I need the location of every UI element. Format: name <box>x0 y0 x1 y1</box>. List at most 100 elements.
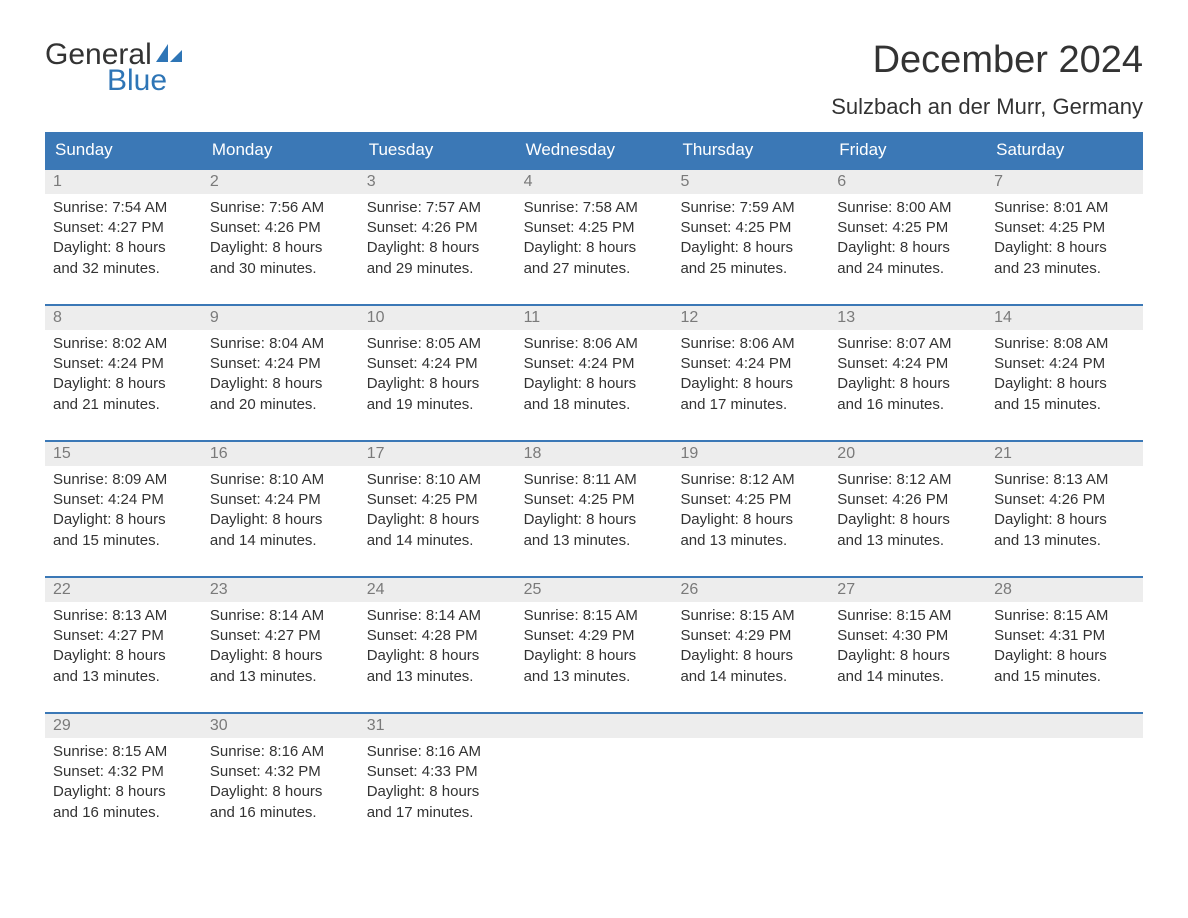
daylight-line-2: and 15 minutes. <box>994 667 1135 687</box>
sunset-line: Sunset: 4:29 PM <box>680 626 821 646</box>
daylight-line-2: and 13 minutes. <box>210 667 351 687</box>
day-number <box>516 714 673 738</box>
day-body: Sunrise: 8:15 AMSunset: 4:30 PMDaylight:… <box>829 602 986 691</box>
daylight-line-1: Daylight: 8 hours <box>680 238 821 258</box>
calendar-day: 1Sunrise: 7:54 AMSunset: 4:27 PMDaylight… <box>45 170 202 286</box>
daylight-line-1: Daylight: 8 hours <box>367 510 508 530</box>
day-number: 21 <box>986 442 1143 466</box>
daylight-line-1: Daylight: 8 hours <box>680 510 821 530</box>
day-label-wed: Wednesday <box>516 132 673 168</box>
sunrise-line: Sunrise: 8:13 AM <box>994 470 1135 490</box>
day-number: 15 <box>45 442 202 466</box>
calendar-day: 25Sunrise: 8:15 AMSunset: 4:29 PMDayligh… <box>516 578 673 694</box>
sunset-line: Sunset: 4:26 PM <box>994 490 1135 510</box>
sunrise-line: Sunrise: 8:05 AM <box>367 334 508 354</box>
day-number <box>986 714 1143 738</box>
day-body: Sunrise: 8:12 AMSunset: 4:25 PMDaylight:… <box>672 466 829 555</box>
daylight-line-1: Daylight: 8 hours <box>994 510 1135 530</box>
calendar-day: 13Sunrise: 8:07 AMSunset: 4:24 PMDayligh… <box>829 306 986 422</box>
day-number: 17 <box>359 442 516 466</box>
sunset-line: Sunset: 4:24 PM <box>210 354 351 374</box>
day-body: Sunrise: 7:57 AMSunset: 4:26 PMDaylight:… <box>359 194 516 283</box>
daylight-line-2: and 13 minutes. <box>53 667 194 687</box>
calendar-day: 17Sunrise: 8:10 AMSunset: 4:25 PMDayligh… <box>359 442 516 558</box>
day-body: Sunrise: 8:08 AMSunset: 4:24 PMDaylight:… <box>986 330 1143 419</box>
day-number: 14 <box>986 306 1143 330</box>
daylight-line-1: Daylight: 8 hours <box>680 646 821 666</box>
day-body: Sunrise: 8:10 AMSunset: 4:25 PMDaylight:… <box>359 466 516 555</box>
day-number: 11 <box>516 306 673 330</box>
sunrise-line: Sunrise: 8:10 AM <box>367 470 508 490</box>
sunrise-line: Sunrise: 7:54 AM <box>53 198 194 218</box>
daylight-line-2: and 21 minutes. <box>53 395 194 415</box>
day-label-tue: Tuesday <box>359 132 516 168</box>
daylight-line-1: Daylight: 8 hours <box>367 238 508 258</box>
calendar-week: 29Sunrise: 8:15 AMSunset: 4:32 PMDayligh… <box>45 712 1143 830</box>
sunset-line: Sunset: 4:27 PM <box>53 218 194 238</box>
day-number: 9 <box>202 306 359 330</box>
sunrise-line: Sunrise: 8:09 AM <box>53 470 194 490</box>
calendar: Sunday Monday Tuesday Wednesday Thursday… <box>45 132 1143 830</box>
daylight-line-1: Daylight: 8 hours <box>994 646 1135 666</box>
sunset-line: Sunset: 4:25 PM <box>680 218 821 238</box>
day-body: Sunrise: 8:16 AMSunset: 4:33 PMDaylight:… <box>359 738 516 827</box>
day-number: 7 <box>986 170 1143 194</box>
daylight-line-1: Daylight: 8 hours <box>210 374 351 394</box>
day-body: Sunrise: 8:13 AMSunset: 4:26 PMDaylight:… <box>986 466 1143 555</box>
calendar-day: 19Sunrise: 8:12 AMSunset: 4:25 PMDayligh… <box>672 442 829 558</box>
day-body: Sunrise: 8:14 AMSunset: 4:28 PMDaylight:… <box>359 602 516 691</box>
sunset-line: Sunset: 4:25 PM <box>367 490 508 510</box>
sunrise-line: Sunrise: 7:57 AM <box>367 198 508 218</box>
calendar-day: 15Sunrise: 8:09 AMSunset: 4:24 PMDayligh… <box>45 442 202 558</box>
location: Sulzbach an der Murr, Germany <box>831 94 1143 120</box>
sunrise-line: Sunrise: 8:14 AM <box>210 606 351 626</box>
calendar-day: 27Sunrise: 8:15 AMSunset: 4:30 PMDayligh… <box>829 578 986 694</box>
sunrise-line: Sunrise: 8:10 AM <box>210 470 351 490</box>
calendar-day: 11Sunrise: 8:06 AMSunset: 4:24 PMDayligh… <box>516 306 673 422</box>
sunset-line: Sunset: 4:26 PM <box>367 218 508 238</box>
calendar-day: 9Sunrise: 8:04 AMSunset: 4:24 PMDaylight… <box>202 306 359 422</box>
day-number: 28 <box>986 578 1143 602</box>
calendar-day: 28Sunrise: 8:15 AMSunset: 4:31 PMDayligh… <box>986 578 1143 694</box>
calendar-header-row: Sunday Monday Tuesday Wednesday Thursday… <box>45 132 1143 168</box>
sunrise-line: Sunrise: 8:01 AM <box>994 198 1135 218</box>
sunset-line: Sunset: 4:24 PM <box>837 354 978 374</box>
sunrise-line: Sunrise: 8:15 AM <box>524 606 665 626</box>
calendar-day: 7Sunrise: 8:01 AMSunset: 4:25 PMDaylight… <box>986 170 1143 286</box>
day-number: 24 <box>359 578 516 602</box>
calendar-week: 8Sunrise: 8:02 AMSunset: 4:24 PMDaylight… <box>45 304 1143 422</box>
sunset-line: Sunset: 4:24 PM <box>210 490 351 510</box>
sunrise-line: Sunrise: 8:15 AM <box>680 606 821 626</box>
daylight-line-1: Daylight: 8 hours <box>367 374 508 394</box>
day-number: 16 <box>202 442 359 466</box>
sunset-line: Sunset: 4:32 PM <box>53 762 194 782</box>
daylight-line-2: and 29 minutes. <box>367 259 508 279</box>
sunset-line: Sunset: 4:26 PM <box>210 218 351 238</box>
sunset-line: Sunset: 4:27 PM <box>210 626 351 646</box>
daylight-line-2: and 16 minutes. <box>210 803 351 823</box>
daylight-line-2: and 14 minutes. <box>210 531 351 551</box>
calendar-day: 20Sunrise: 8:12 AMSunset: 4:26 PMDayligh… <box>829 442 986 558</box>
day-number: 26 <box>672 578 829 602</box>
day-number <box>829 714 986 738</box>
sunset-line: Sunset: 4:24 PM <box>524 354 665 374</box>
sunrise-line: Sunrise: 8:00 AM <box>837 198 978 218</box>
sunrise-line: Sunrise: 8:08 AM <box>994 334 1135 354</box>
page-header: General Blue December 2024 Sulzbach an d… <box>45 40 1143 120</box>
daylight-line-1: Daylight: 8 hours <box>994 374 1135 394</box>
daylight-line-2: and 32 minutes. <box>53 259 194 279</box>
sunrise-line: Sunrise: 8:15 AM <box>994 606 1135 626</box>
daylight-line-2: and 19 minutes. <box>367 395 508 415</box>
daylight-line-1: Daylight: 8 hours <box>210 510 351 530</box>
sunrise-line: Sunrise: 7:58 AM <box>524 198 665 218</box>
day-body: Sunrise: 8:15 AMSunset: 4:29 PMDaylight:… <box>672 602 829 691</box>
daylight-line-1: Daylight: 8 hours <box>53 646 194 666</box>
day-body: Sunrise: 8:04 AMSunset: 4:24 PMDaylight:… <box>202 330 359 419</box>
daylight-line-2: and 13 minutes. <box>837 531 978 551</box>
day-number: 25 <box>516 578 673 602</box>
calendar-day <box>829 714 986 830</box>
day-number: 29 <box>45 714 202 738</box>
sunset-line: Sunset: 4:30 PM <box>837 626 978 646</box>
day-number: 4 <box>516 170 673 194</box>
sunrise-line: Sunrise: 8:15 AM <box>53 742 194 762</box>
